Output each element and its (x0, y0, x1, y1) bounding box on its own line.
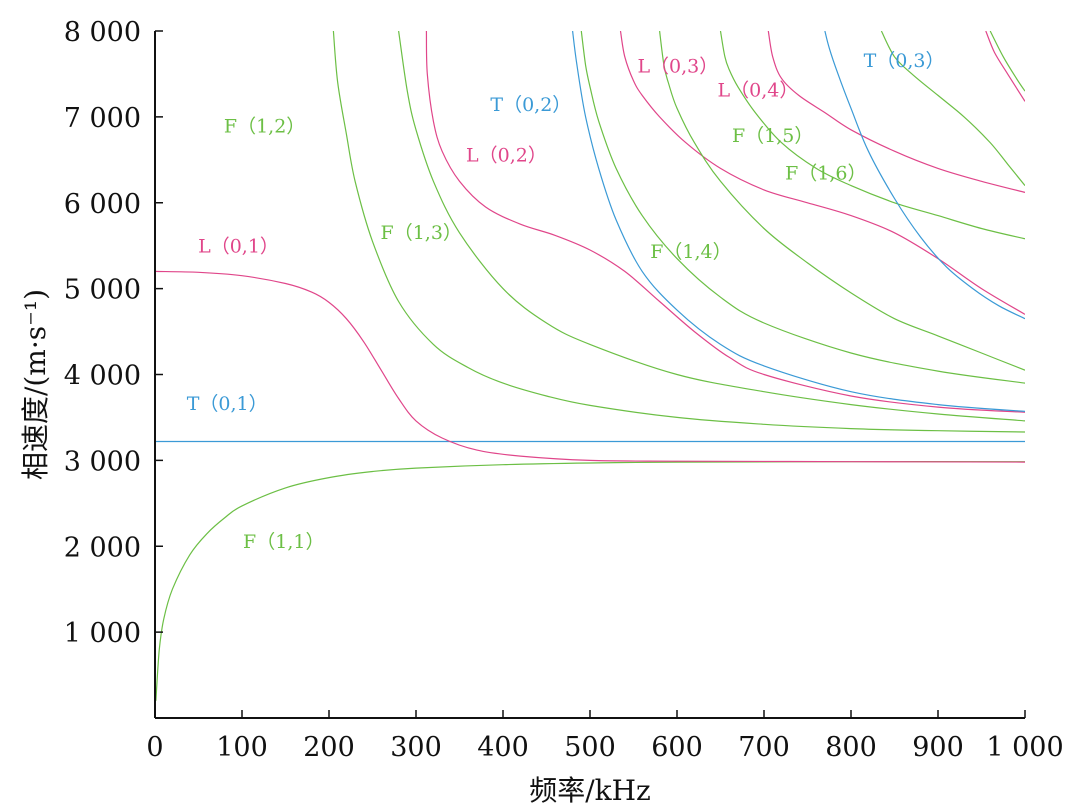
curve-f-1-8 (989, 31, 1025, 92)
curve-f-1-2 (332, 31, 1025, 433)
curve-f-1-6 (719, 31, 1025, 240)
curve-l-0-1 (155, 270, 1025, 463)
x-tick-label: 900 (912, 732, 964, 763)
x-axis-label: 频率/kHz (529, 774, 651, 807)
mode-label: L（0,4） (717, 79, 798, 101)
mode-labels: T（0,1） L（0,1） F（1,1） F（1,2） F（1,3） L（0,2） T（0,… (187, 50, 945, 553)
mode-label: L（0,3） (637, 55, 718, 77)
x-tick-label: 700 (738, 732, 790, 763)
y-tick-label: 7 000 (64, 103, 141, 134)
x-tick-label: 600 (651, 732, 703, 763)
x-tick-label: 300 (390, 732, 442, 763)
curve-l-0-2 (425, 31, 1025, 413)
x-tick-label: 400 (477, 732, 529, 763)
mode-label: F（1,1） (243, 531, 324, 553)
curve-f-1-3 (398, 31, 1025, 422)
y-tick-label: 1 000 (64, 618, 141, 649)
x-tick-label: 0 (146, 732, 163, 763)
x-tick-label: 100 (216, 732, 268, 763)
curve-f-1-1 (155, 461, 1025, 701)
mode-label: L（0,2） (466, 145, 547, 167)
mode-label: F（1,2） (224, 115, 305, 137)
curve-t-0-2 (572, 31, 1025, 412)
y-tick-label: 3 000 (64, 446, 141, 477)
y-tick-label: 8 000 (64, 17, 141, 48)
mode-label: F（1,5） (732, 125, 813, 147)
x-tick-label: 500 (564, 732, 616, 763)
curve-t-0-3 (824, 31, 1025, 320)
x-tick-label: 800 (825, 732, 877, 763)
mode-label: F（1,4） (650, 241, 731, 263)
mode-label: L（0,1） (198, 236, 279, 258)
curve-f-1-4 (580, 31, 1025, 384)
y-tick-label: 2 000 (64, 532, 141, 563)
y-axis-label: 相速度/(m·s⁻¹) (19, 289, 52, 480)
x-tick-label: 200 (303, 732, 355, 763)
y-tick-label: 5 000 (64, 275, 141, 306)
curve-f-1-7 (880, 31, 1025, 186)
mode-label: T（0,2） (490, 94, 571, 116)
curve-l-0-5 (985, 31, 1025, 102)
y-tick-label: 6 000 (64, 189, 141, 220)
dispersion-curves (155, 31, 1025, 701)
mode-label: F（1,6） (785, 163, 866, 185)
mode-label: F（1,3） (381, 222, 462, 244)
curve-l-0-4 (767, 31, 1025, 193)
mode-label: T（0,3） (864, 50, 945, 72)
curve-f-1-5 (659, 31, 1025, 371)
y-tick-label: 4 000 (64, 361, 141, 392)
x-tick-label: 1 000 (986, 732, 1063, 763)
mode-label: T（0,1） (187, 393, 268, 415)
curve-l-0-3 (619, 31, 1025, 315)
tick-labels: 0 100 200 300 400 500 600 700 800 900 1 000 1 000 2 … (64, 17, 1064, 763)
axes (154, 30, 1026, 719)
